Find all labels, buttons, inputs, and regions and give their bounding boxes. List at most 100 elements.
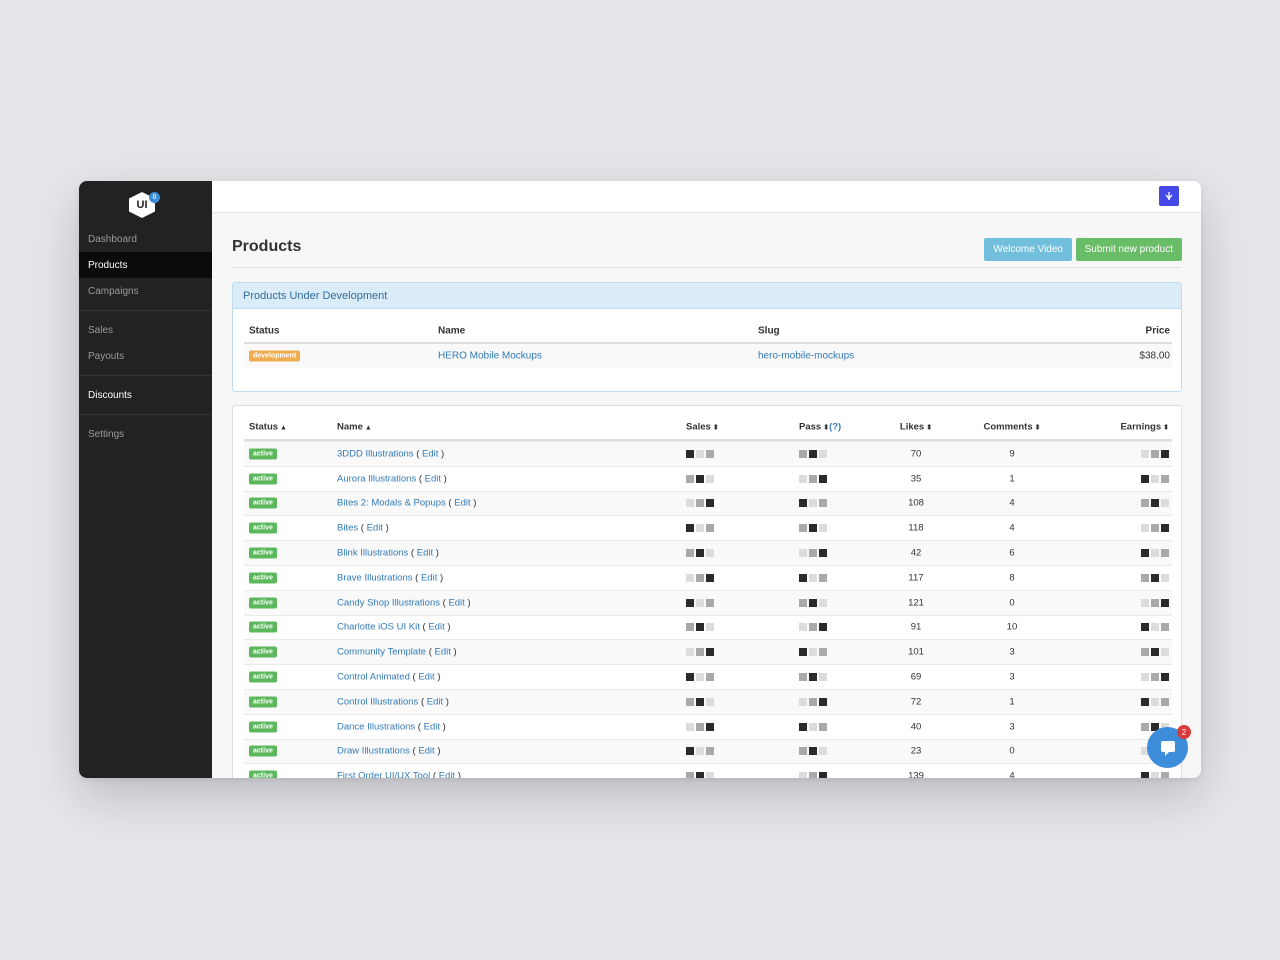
redacted-pixel [799,449,807,458]
welcome-video-button[interactable]: Welcome Video [984,238,1072,261]
product-name-link[interactable]: Community Template [337,646,427,658]
redacted-pixel [696,449,704,458]
redacted-pixel [696,524,704,533]
sort-asc-icon: ▲ [280,424,287,432]
submit-product-button[interactable]: Submit new product [1075,238,1182,261]
main-content: Products Welcome Video Submit new produc… [212,181,1201,778]
status-badge: active [249,696,277,708]
edit-link[interactable]: Edit [454,497,471,509]
redacted-pixel [696,474,704,483]
product-name-link[interactable]: 3DDD Illustrations [337,448,414,460]
product-name-link[interactable]: Candy Shop Illustrations [337,597,440,609]
redacted-pixel [706,623,714,632]
redacted-pixel [706,673,714,682]
chat-bubble-icon[interactable] [1147,727,1188,768]
redacted-pixel [706,449,714,458]
redacted-pixel [799,549,807,558]
column-header-status[interactable]: Status ▲ [249,422,287,433]
column-header-slug: Slug [758,325,780,337]
product-name-link[interactable]: Control Animated [337,671,410,683]
comments-value: 3 [1009,671,1015,683]
ui8-leaf-icon[interactable] [1159,186,1179,206]
sort-asc-icon: ▲ [364,424,372,432]
edit-link[interactable]: Edit [438,770,456,778]
sort-icon: ⬍ [926,424,933,432]
product-name-link[interactable]: Aurora Illustrations [337,473,417,485]
edit-link[interactable]: Edit [423,721,440,733]
edit-link[interactable]: Edit [420,572,438,584]
product-name-cell: Aurora Illustrations ( Edit ) [337,473,447,484]
product-name-link[interactable]: Brave Illustrations [337,572,413,584]
edit-link[interactable]: Edit [422,448,439,460]
redacted-pixel [819,449,827,458]
edit-paren: ) [434,745,441,757]
product-name-link[interactable]: Charlotte iOS UI Kit [337,621,420,633]
edit-link[interactable]: Edit [448,597,465,609]
column-header-earnings[interactable]: Earnings ⬍ [1120,422,1169,433]
redacted-value [1141,549,1169,558]
redacted-pixel [696,648,704,657]
pass-help-link[interactable]: (?) [829,421,842,433]
status-badge: active [249,522,277,534]
edit-link[interactable]: Edit [428,621,445,633]
edit-paren: ) [464,597,471,609]
product-name-cell: Draw Illustrations ( Edit ) [337,746,441,757]
table-row: active 3DDD Illustrations ( Edit ) 70 9 [244,441,1172,466]
column-header-sales[interactable]: Sales ⬍ [686,422,719,433]
column-header-pass-label: Pass [799,421,822,433]
product-name-link[interactable]: Draw Illustrations [337,745,410,757]
edit-link[interactable]: Edit [426,696,444,708]
product-name-link[interactable]: Control Illustrations [337,696,419,708]
redacted-value [1141,474,1169,483]
edit-paren: ) [470,497,477,509]
redacted-value [686,772,714,778]
product-name-link[interactable]: Bites [337,522,359,534]
redacted-pixel [686,772,694,778]
redacted-pixel [1141,722,1149,731]
product-name-link[interactable]: Dance Illustrations [337,721,416,733]
redacted-pixel [819,747,827,756]
redacted-pixel [1151,499,1159,508]
redacted-pixel [819,697,827,706]
redacted-pixel [809,449,817,458]
product-name-cell: Bites 2: Modals & Popups ( Edit ) [337,498,476,509]
product-slug-link[interactable]: hero-mobile-mockups [758,350,855,362]
column-header-pass[interactable]: Pass ⬍(?) [799,422,841,433]
sidebar-item-sales[interactable]: Sales [88,324,114,336]
redacted-value [686,747,714,756]
comments-value: 4 [1009,770,1015,778]
status-badge: active [249,448,277,460]
redacted-pixel [809,499,817,508]
redacted-pixel [1161,598,1169,607]
product-name-cell: Bites ( Edit ) [337,523,389,534]
product-name-link[interactable]: HERO Mobile Mockups [438,350,542,362]
likes-value: 108 [908,497,924,509]
edit-link[interactable]: Edit [434,646,451,658]
redacted-pixel [1151,772,1159,778]
sidebar-item-campaigns[interactable]: Campaigns [88,285,139,297]
sidebar-item-settings[interactable]: Settings [88,428,125,440]
sidebar-item-products[interactable]: Products [79,252,212,278]
sidebar-item-discounts[interactable]: Discounts [88,389,132,401]
logo-badge: 8 [149,192,160,203]
table-row: active Blink Illustrations ( Edit ) 42 6 [244,540,1172,565]
product-name-link[interactable]: First Order UI/UX Tool [337,770,431,778]
edit-link[interactable]: Edit [416,547,434,559]
product-name-link[interactable]: Blink Illustrations [337,547,409,559]
redacted-pixel [686,524,694,533]
edit-paren: ) [433,547,439,559]
edit-link[interactable]: Edit [418,671,435,683]
sidebar-item-payouts[interactable]: Payouts [88,350,125,362]
likes-value: 117 [908,572,924,584]
redacted-pixel [696,549,704,558]
table-row: active Candy Shop Illustrations ( Edit ) 1… [244,589,1172,615]
sidebar-item-dashboard[interactable]: Dashboard [88,233,137,245]
edit-link[interactable]: Edit [424,473,442,485]
edit-link[interactable]: Edit [418,745,435,757]
column-header-name[interactable]: Name ▲ [337,422,372,433]
comments-value: 9 [1009,448,1015,460]
status-badge: active [249,721,277,733]
product-name-link[interactable]: Bites 2: Modals & Popups [337,497,446,509]
edit-link[interactable]: Edit [366,522,383,534]
redacted-pixel [1141,747,1149,756]
